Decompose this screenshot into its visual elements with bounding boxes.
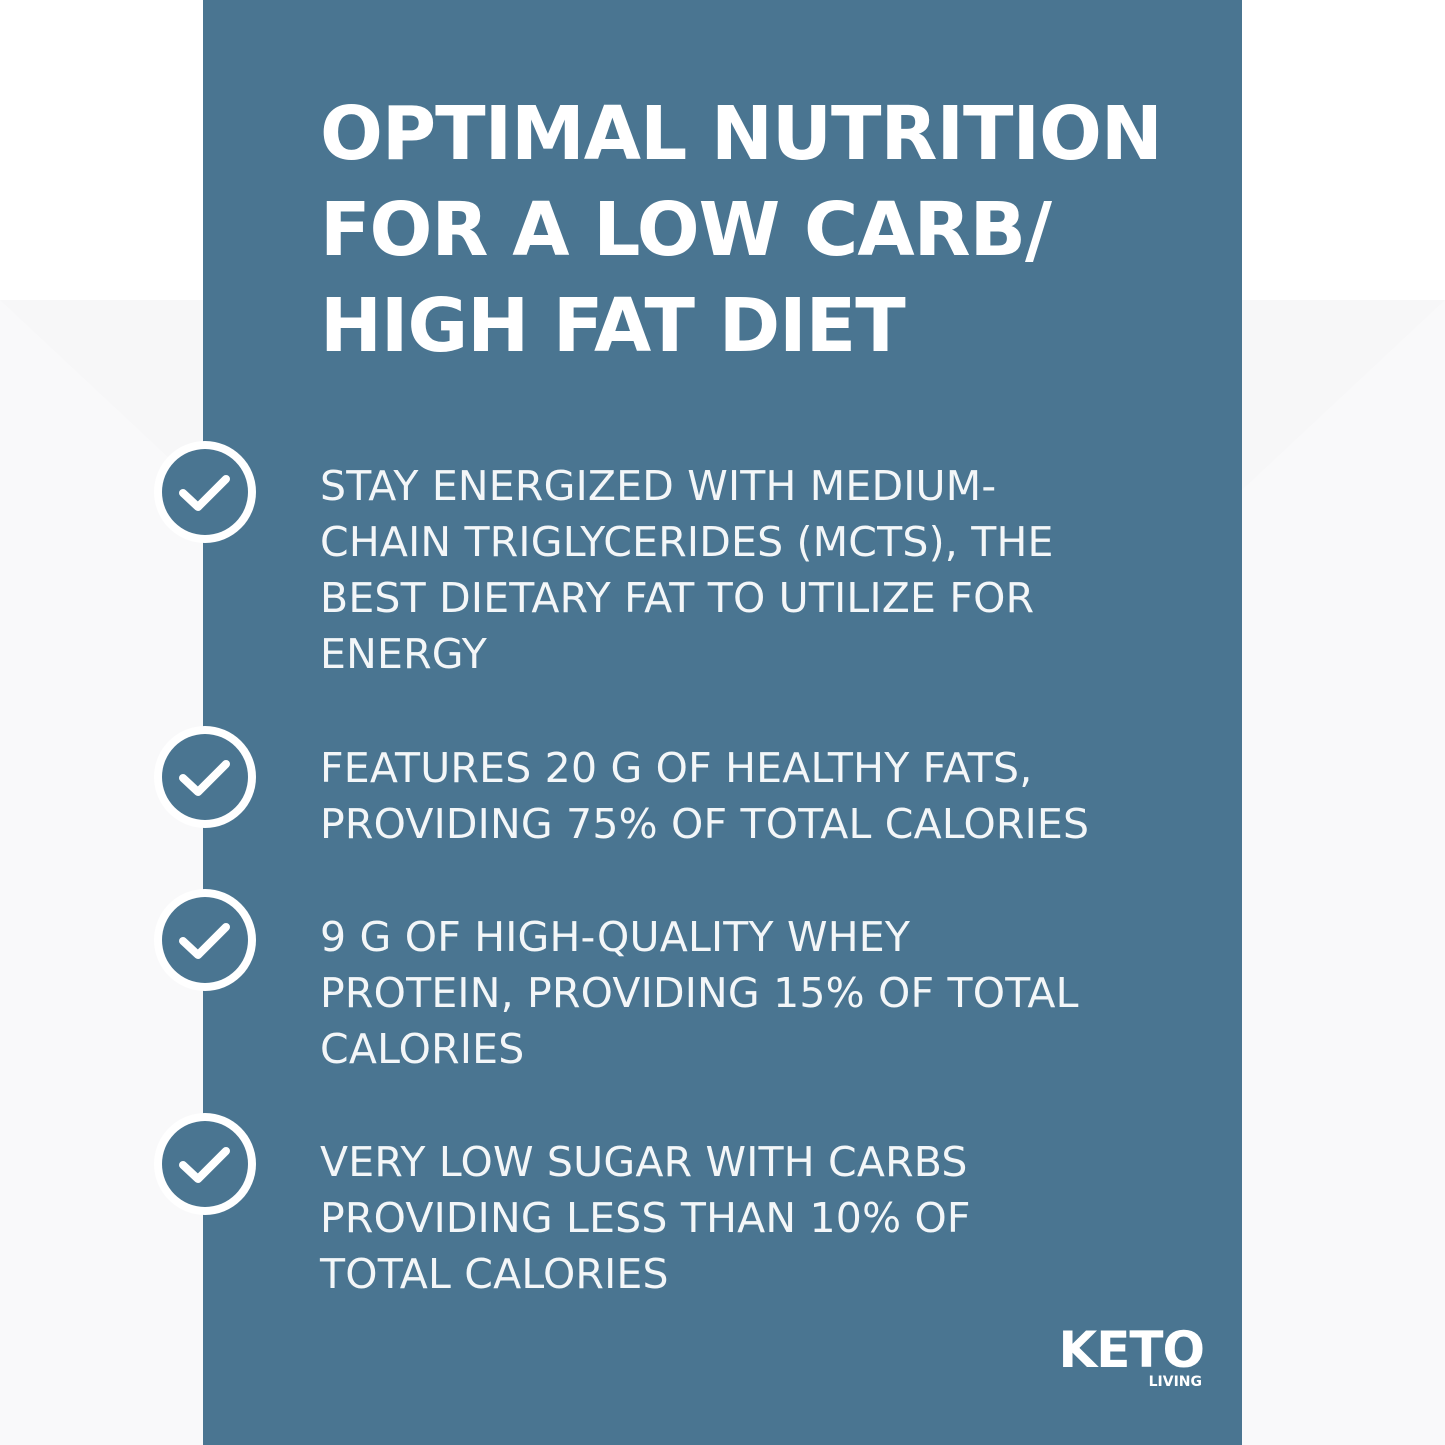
brand-logo: KETO LIVING [1036, 1321, 1205, 1390]
benefit-text: STAY ENERGIZED WITH MEDIUM- CHAIN TRIGLY… [320, 462, 1054, 678]
check-circle-icon [154, 441, 256, 543]
check-circle-icon [154, 1113, 256, 1215]
check-circle-icon [154, 726, 256, 828]
content-panel [203, 0, 1242, 1445]
benefit-text: VERY LOW SUGAR WITH CARBS PROVIDING LESS… [320, 1138, 971, 1298]
benefit-text: 9 G OF HIGH-QUALITY WHEY PROTEIN, PROVID… [320, 913, 1079, 1073]
benefit-text: FEATURES 20 G OF HEALTHY FATS, PROVIDING… [320, 744, 1090, 848]
logo-subtitle: LIVING [1148, 1374, 1202, 1390]
page-title: OPTIMAL NUTRITION FOR A LOW CARB/ HIGH F… [320, 91, 1163, 369]
check-circle-icon [154, 889, 256, 991]
logo-wordmark: KETO [1058, 1321, 1205, 1379]
